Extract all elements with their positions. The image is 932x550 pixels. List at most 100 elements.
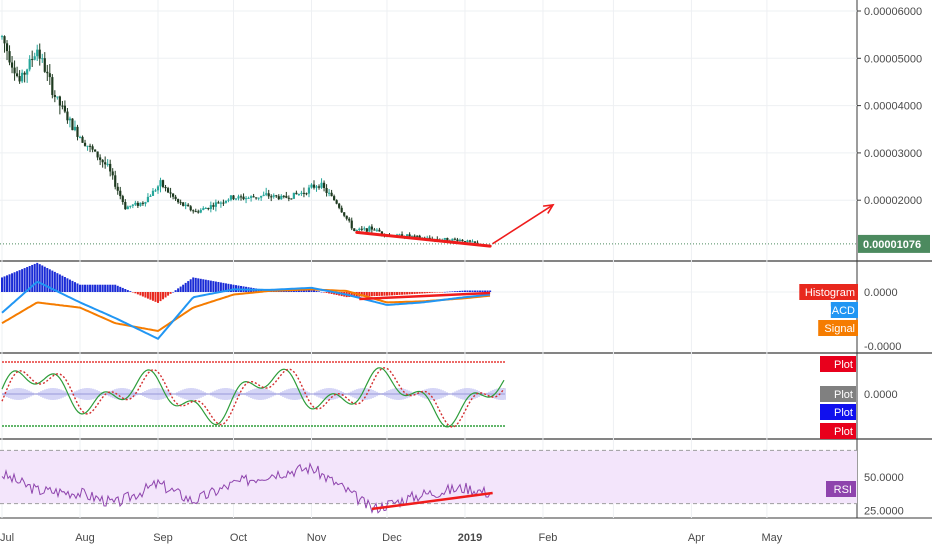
candle-body[interactable] bbox=[413, 235, 416, 237]
price-pane[interactable] bbox=[0, 34, 857, 248]
candle-body[interactable] bbox=[350, 220, 353, 229]
candle-body[interactable] bbox=[360, 228, 363, 230]
candle-body[interactable] bbox=[28, 59, 31, 70]
candle-body[interactable] bbox=[418, 235, 421, 239]
candle-body[interactable] bbox=[76, 126, 79, 137]
candle-body[interactable] bbox=[124, 202, 127, 210]
signal-line[interactable] bbox=[1, 288, 491, 333]
price-axes[interactable]: 0.00006000 0.00005000 0.00004000 0.00003000… bbox=[799, 6, 930, 517]
candle-body[interactable] bbox=[23, 72, 26, 75]
candle-body[interactable] bbox=[126, 206, 129, 210]
rsi-trendline[interactable] bbox=[371, 491, 493, 511]
candle-body[interactable] bbox=[380, 231, 384, 234]
candle-body[interactable] bbox=[345, 215, 348, 219]
candle-body[interactable] bbox=[315, 186, 318, 188]
candle-body[interactable] bbox=[144, 202, 147, 204]
oscillator-d-line[interactable] bbox=[1, 367, 505, 428]
candle-body[interactable] bbox=[398, 234, 401, 236]
candle-body[interactable] bbox=[146, 196, 150, 203]
candle-body[interactable] bbox=[114, 175, 117, 187]
candle-body[interactable] bbox=[131, 204, 134, 206]
candle-body[interactable] bbox=[378, 229, 381, 232]
candle-body[interactable] bbox=[229, 195, 233, 200]
candle-body[interactable] bbox=[111, 171, 114, 176]
candle-body[interactable] bbox=[187, 204, 190, 207]
candle-body[interactable] bbox=[368, 226, 371, 232]
macd-trendline[interactable] bbox=[359, 291, 491, 301]
candle-body[interactable] bbox=[63, 105, 67, 112]
candle-body[interactable] bbox=[73, 126, 77, 131]
candle-body[interactable] bbox=[466, 240, 469, 243]
candle-body[interactable] bbox=[343, 212, 346, 216]
candle-body[interactable] bbox=[31, 59, 34, 61]
candle-body[interactable] bbox=[56, 96, 59, 98]
candle-body[interactable] bbox=[202, 208, 205, 210]
rsi-line[interactable] bbox=[1, 462, 491, 514]
candle-body[interactable] bbox=[310, 184, 313, 188]
candle-body[interactable] bbox=[66, 111, 69, 121]
candle-body[interactable] bbox=[46, 71, 49, 74]
candle-body[interactable] bbox=[174, 196, 177, 200]
candle-body[interactable] bbox=[26, 69, 29, 75]
candle-body[interactable] bbox=[219, 202, 223, 204]
candle-body[interactable] bbox=[101, 159, 104, 163]
candle-body[interactable] bbox=[209, 205, 212, 210]
oscillator-k-line[interactable] bbox=[1, 367, 505, 428]
candle-body[interactable] bbox=[48, 73, 51, 78]
candle-body[interactable] bbox=[267, 193, 270, 197]
support-trendline[interactable] bbox=[355, 230, 492, 248]
candle-body[interactable] bbox=[411, 235, 414, 237]
candle-body[interactable] bbox=[161, 180, 165, 187]
candle-body[interactable] bbox=[53, 94, 56, 98]
candle-body[interactable] bbox=[109, 163, 112, 172]
candle-body[interactable] bbox=[164, 186, 167, 189]
breakout-arrow[interactable] bbox=[492, 204, 554, 245]
candle-body[interactable] bbox=[78, 136, 82, 138]
candle-body[interactable] bbox=[358, 228, 361, 231]
candle-body[interactable] bbox=[88, 145, 92, 147]
candle-body[interactable] bbox=[184, 204, 187, 206]
candle-body[interactable] bbox=[149, 195, 152, 197]
candle-body[interactable] bbox=[451, 238, 454, 242]
candle-body[interactable] bbox=[270, 196, 273, 198]
candle-body[interactable] bbox=[416, 235, 419, 237]
candle-body[interactable] bbox=[405, 234, 409, 237]
candle-body[interactable] bbox=[3, 36, 6, 44]
candle-body[interactable] bbox=[61, 105, 64, 107]
candle-body[interactable] bbox=[285, 195, 288, 198]
candle-body[interactable] bbox=[476, 242, 479, 244]
candle-body[interactable] bbox=[71, 118, 74, 131]
macd-line[interactable] bbox=[1, 280, 491, 341]
candle-body[interactable] bbox=[272, 195, 275, 197]
candle-body[interactable] bbox=[141, 202, 145, 204]
candle-body[interactable] bbox=[106, 163, 109, 165]
candle-body[interactable] bbox=[307, 187, 311, 194]
candle-body[interactable] bbox=[446, 237, 449, 241]
candle-body[interactable] bbox=[93, 149, 97, 152]
candle-body[interactable] bbox=[179, 202, 182, 204]
candle-body[interactable] bbox=[355, 230, 358, 232]
candle-body[interactable] bbox=[234, 198, 238, 200]
candle-body[interactable] bbox=[21, 72, 24, 82]
candle-body[interactable] bbox=[428, 237, 431, 239]
candle-body[interactable] bbox=[471, 241, 474, 243]
candle-body[interactable] bbox=[204, 208, 207, 210]
rsi-pane[interactable] bbox=[0, 449, 857, 514]
oscillator-pane[interactable] bbox=[1, 361, 506, 428]
candle-body[interactable] bbox=[292, 192, 295, 199]
candle-body[interactable] bbox=[192, 210, 195, 212]
candle-body[interactable] bbox=[302, 192, 306, 194]
candle-body[interactable] bbox=[363, 228, 366, 230]
candle-body[interactable] bbox=[68, 118, 72, 121]
candle-body[interactable] bbox=[166, 188, 170, 193]
candle-body[interactable] bbox=[121, 196, 124, 203]
candle-body[interactable] bbox=[461, 239, 464, 242]
candle-body[interactable] bbox=[340, 207, 343, 213]
candle-body[interactable] bbox=[443, 237, 446, 240]
candle-body[interactable] bbox=[275, 195, 278, 197]
macd-pane[interactable] bbox=[1, 262, 492, 341]
candle-body[interactable] bbox=[327, 192, 331, 194]
candle-body[interactable] bbox=[96, 151, 99, 158]
candle-body[interactable] bbox=[169, 192, 172, 194]
candle-body[interactable] bbox=[453, 238, 457, 240]
